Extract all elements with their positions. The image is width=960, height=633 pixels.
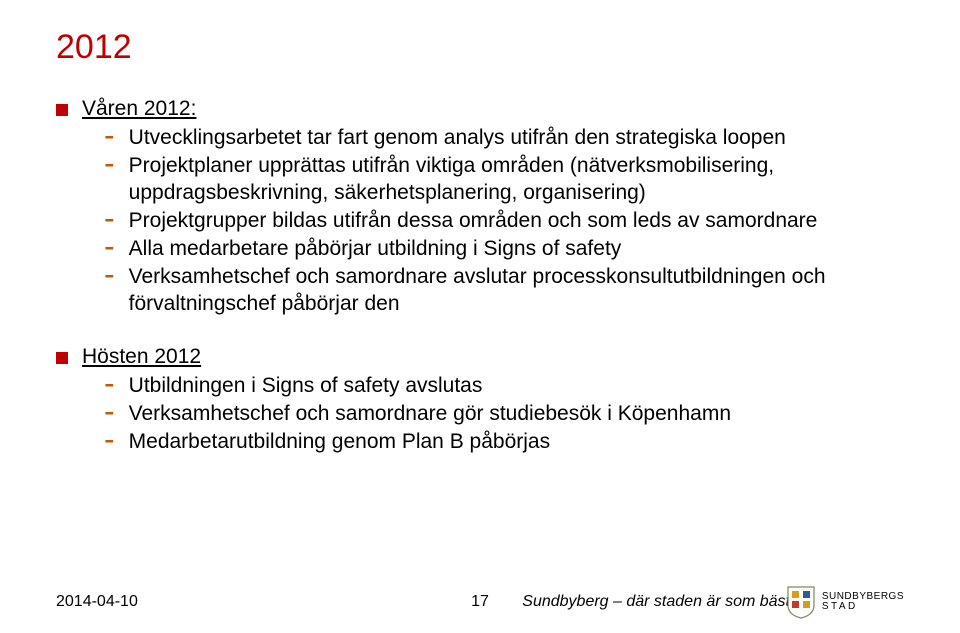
dash-icon: -: [104, 234, 115, 258]
logo: SUNDBYBERGS STAD: [786, 585, 904, 619]
list-item: - Utbildningen i Signs of safety avsluta…: [104, 373, 904, 399]
dash-icon: -: [104, 427, 115, 451]
content-area: Våren 2012: - Utvecklingsarbetet tar far…: [56, 97, 904, 456]
list-item: - Verksamhetschef och samordnare gör stu…: [104, 401, 904, 427]
section-heading: Hösten 2012: [82, 345, 201, 369]
dash-icon: -: [104, 151, 115, 175]
list-item: - Projektgrupper bildas utifrån dessa om…: [104, 208, 904, 234]
slide-title: 2012: [56, 28, 904, 67]
dash-icon: -: [104, 206, 115, 230]
section-heading: Våren 2012:: [82, 97, 196, 121]
logo-text: SUNDBYBERGS STAD: [822, 592, 904, 612]
list-item: - Projektplaner upprättas utifrån viktig…: [104, 153, 904, 206]
square-bullet-icon: [56, 104, 68, 116]
dash-icon: -: [104, 371, 115, 395]
slide: 2012 Våren 2012: - Utvecklingsarbetet ta…: [0, 0, 960, 633]
section-1: Våren 2012: - Utvecklingsarbetet tar far…: [56, 97, 904, 317]
section-2: Hösten 2012 - Utbildningen i Signs of sa…: [56, 345, 904, 456]
section-heading-row: Våren 2012:: [56, 97, 904, 121]
footer-page-number: 17: [471, 593, 489, 611]
dash-icon: -: [104, 262, 115, 286]
list-item-text: Verksamhetschef och samordnare avslutar …: [129, 264, 904, 317]
list-item: - Utvecklingsarbetet tar fart genom anal…: [104, 125, 904, 151]
list-item: - Alla medarbetare påbörjar utbildning i…: [104, 236, 904, 262]
list-item-text: Utbildningen i Signs of safety avslutas: [129, 373, 483, 399]
dash-icon: -: [104, 399, 115, 423]
list-item-text: Alla medarbetare påbörjar utbildning i S…: [129, 236, 622, 262]
section-heading-row: Hösten 2012: [56, 345, 904, 369]
dash-icon: -: [104, 123, 115, 147]
list-item-text: Utvecklingsarbetet tar fart genom analys…: [129, 125, 786, 151]
shield-icon: [786, 585, 816, 619]
logo-text-bottom: STAD: [822, 602, 904, 612]
list-item-text: Projektgrupper bildas utifrån dessa områ…: [129, 208, 818, 234]
footer-date: 2014-04-10: [56, 593, 138, 611]
list-item-text: Projektplaner upprättas utifrån viktiga …: [129, 153, 904, 206]
list-item: - Verksamhetschef och samordnare avsluta…: [104, 264, 904, 317]
square-bullet-icon: [56, 352, 68, 364]
list-item: - Medarbetarutbildning genom Plan B påbö…: [104, 429, 904, 455]
footer-tagline: Sundbyberg – där staden är som bäst: [522, 593, 790, 611]
list-item-text: Medarbetarutbildning genom Plan B påbörj…: [129, 429, 550, 455]
list-item-text: Verksamhetschef och samordnare gör studi…: [129, 401, 731, 427]
